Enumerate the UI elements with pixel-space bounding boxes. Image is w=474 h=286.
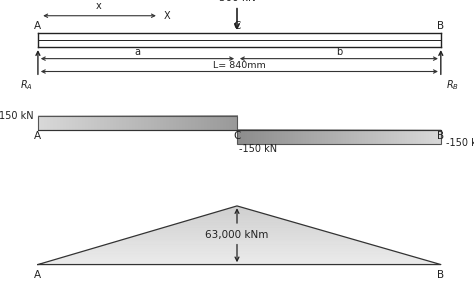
Polygon shape bbox=[223, 209, 251, 210]
Text: -150 kN: -150 kN bbox=[446, 138, 474, 148]
Text: -150 kN: -150 kN bbox=[239, 144, 277, 154]
Polygon shape bbox=[201, 216, 273, 217]
Text: 300 kN: 300 kN bbox=[219, 0, 255, 3]
Polygon shape bbox=[121, 239, 355, 240]
Polygon shape bbox=[207, 214, 267, 215]
Polygon shape bbox=[96, 247, 382, 248]
Polygon shape bbox=[187, 220, 288, 221]
Polygon shape bbox=[227, 208, 247, 209]
Polygon shape bbox=[134, 236, 343, 237]
Text: $R_A$: $R_A$ bbox=[20, 79, 33, 92]
Polygon shape bbox=[177, 223, 298, 224]
Polygon shape bbox=[169, 225, 306, 226]
Polygon shape bbox=[213, 212, 262, 213]
Polygon shape bbox=[48, 261, 430, 262]
Polygon shape bbox=[231, 207, 243, 208]
Polygon shape bbox=[219, 210, 255, 211]
Polygon shape bbox=[183, 221, 292, 222]
Polygon shape bbox=[86, 250, 392, 251]
Polygon shape bbox=[139, 234, 337, 235]
Text: A: A bbox=[34, 131, 42, 141]
Bar bbox=[38, 116, 237, 130]
Polygon shape bbox=[136, 235, 341, 236]
Text: B: B bbox=[437, 131, 445, 141]
Text: 63,000 kNm: 63,000 kNm bbox=[205, 230, 269, 240]
Polygon shape bbox=[82, 251, 396, 252]
Text: A: A bbox=[34, 270, 42, 280]
Polygon shape bbox=[101, 245, 375, 246]
Text: +150 kN: +150 kN bbox=[0, 111, 33, 121]
Polygon shape bbox=[193, 218, 282, 219]
Text: b: b bbox=[336, 47, 342, 57]
Polygon shape bbox=[149, 231, 327, 232]
Polygon shape bbox=[52, 260, 427, 261]
Polygon shape bbox=[179, 222, 296, 223]
Text: L= 840mm: L= 840mm bbox=[213, 61, 266, 70]
Polygon shape bbox=[167, 226, 309, 227]
Polygon shape bbox=[126, 238, 351, 239]
Polygon shape bbox=[154, 230, 323, 231]
Polygon shape bbox=[91, 248, 386, 249]
Text: B: B bbox=[437, 270, 445, 280]
Polygon shape bbox=[211, 213, 264, 214]
Polygon shape bbox=[40, 263, 439, 264]
Text: x: x bbox=[95, 1, 101, 11]
Polygon shape bbox=[44, 262, 435, 263]
Text: X: X bbox=[164, 11, 170, 21]
Polygon shape bbox=[64, 256, 414, 257]
Polygon shape bbox=[155, 229, 320, 230]
Polygon shape bbox=[98, 246, 380, 247]
Polygon shape bbox=[146, 232, 331, 233]
Polygon shape bbox=[54, 259, 425, 260]
Text: C: C bbox=[233, 131, 241, 141]
Polygon shape bbox=[60, 257, 419, 258]
Polygon shape bbox=[111, 242, 365, 243]
Polygon shape bbox=[116, 241, 361, 242]
Text: C: C bbox=[233, 21, 241, 31]
Polygon shape bbox=[164, 227, 312, 228]
Polygon shape bbox=[72, 254, 406, 255]
Text: A: A bbox=[34, 21, 42, 31]
Text: B: B bbox=[437, 21, 445, 31]
Polygon shape bbox=[88, 249, 390, 250]
Polygon shape bbox=[38, 264, 441, 265]
Polygon shape bbox=[233, 206, 241, 207]
Polygon shape bbox=[74, 253, 404, 254]
Polygon shape bbox=[173, 224, 302, 225]
Polygon shape bbox=[78, 252, 400, 253]
Bar bbox=[237, 130, 441, 144]
Polygon shape bbox=[58, 258, 420, 259]
Polygon shape bbox=[141, 233, 335, 234]
Polygon shape bbox=[106, 244, 372, 245]
Polygon shape bbox=[189, 219, 286, 220]
Text: a: a bbox=[135, 47, 140, 57]
Polygon shape bbox=[197, 217, 278, 218]
Polygon shape bbox=[203, 215, 272, 216]
Text: $R_B$: $R_B$ bbox=[446, 79, 458, 92]
Polygon shape bbox=[159, 228, 317, 229]
Polygon shape bbox=[108, 243, 370, 244]
Polygon shape bbox=[129, 237, 347, 238]
Polygon shape bbox=[217, 211, 257, 212]
Polygon shape bbox=[119, 240, 357, 241]
Polygon shape bbox=[68, 255, 410, 256]
